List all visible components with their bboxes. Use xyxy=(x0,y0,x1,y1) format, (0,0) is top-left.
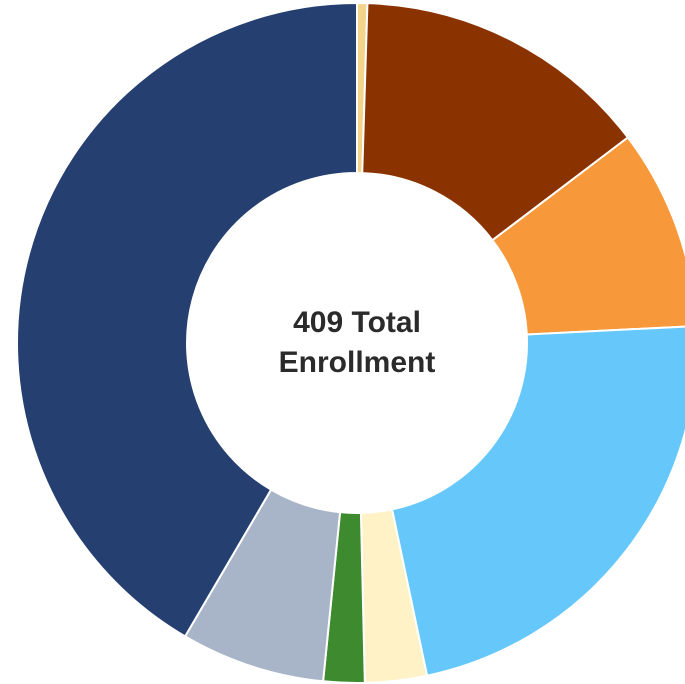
center-label-line-2: Enrollment xyxy=(279,346,436,379)
donut-hole xyxy=(187,173,527,513)
center-label-line-1: 409 Total xyxy=(293,306,421,339)
donut-slices xyxy=(16,1,685,684)
